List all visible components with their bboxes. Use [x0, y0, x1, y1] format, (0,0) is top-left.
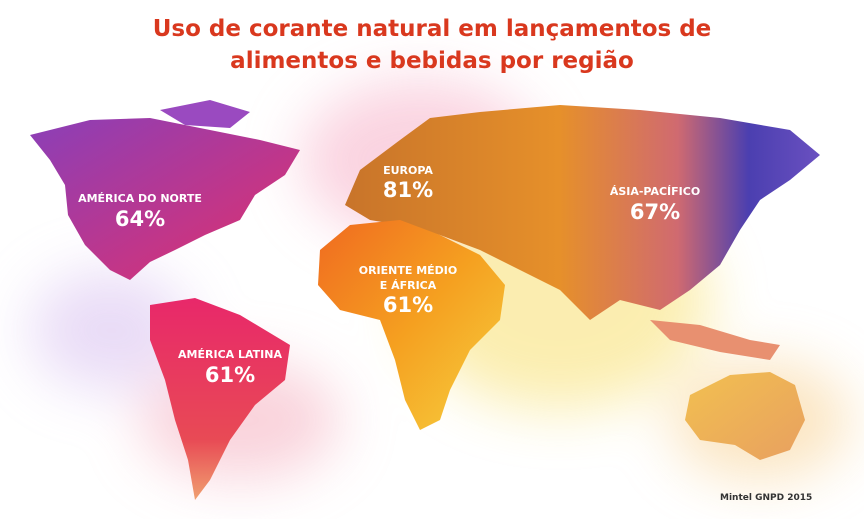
europe-asia	[345, 105, 820, 320]
north-america	[30, 118, 300, 280]
region-name: E ÁFRICA	[380, 279, 437, 292]
region-name: EUROPA	[383, 164, 433, 177]
title-line: alimentos e bebidas por região	[230, 48, 634, 74]
north-america-top	[160, 100, 250, 128]
continents	[30, 100, 820, 500]
indonesia	[650, 320, 780, 360]
region-value: 67%	[630, 200, 680, 224]
africa	[318, 220, 505, 430]
region-value: 61%	[205, 363, 255, 387]
region-name: AMÉRICA DO NORTE	[78, 192, 202, 205]
region-value: 81%	[383, 178, 433, 202]
region-value: 61%	[383, 293, 433, 317]
region-name: AMÉRICA LATINA	[178, 348, 282, 361]
australia	[685, 372, 805, 460]
region-value: 64%	[115, 207, 165, 231]
region-name: ORIENTE MÉDIO	[359, 264, 458, 277]
region-name: ÁSIA-PACÍFICO	[610, 185, 700, 198]
title-line: Uso de corante natural em lançamentos de	[153, 16, 712, 42]
south-america	[150, 298, 290, 500]
source: Mintel GNPD 2015	[720, 493, 812, 503]
